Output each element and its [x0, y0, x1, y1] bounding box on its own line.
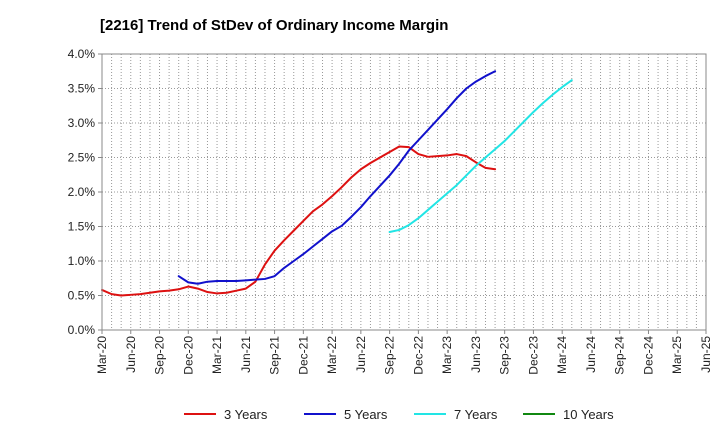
grid: [102, 54, 706, 330]
x-tick-label: Sep-22: [383, 336, 397, 375]
series-line-3-years: [101, 145, 497, 297]
x-tick-label: Dec-24: [641, 336, 655, 375]
x-tick-label: Mar-22: [325, 336, 339, 374]
x-tick-label: Jun-25: [699, 336, 713, 373]
x-tick-label: Sep-20: [153, 336, 167, 375]
y-tick-label: 2.0%: [68, 185, 96, 199]
y-tick-label: 0.0%: [68, 323, 96, 337]
plot-frame: [101, 53, 707, 331]
series-lines: [101, 70, 573, 297]
y-tick-label: 4.0%: [68, 47, 96, 61]
series-line-5-years: [177, 70, 497, 285]
y-tick-label: 0.5%: [68, 289, 96, 303]
y-tick-label: 3.5%: [68, 82, 96, 96]
x-tick-label: Sep-21: [268, 336, 282, 375]
x-tick-label: Jun-21: [239, 336, 253, 373]
y-axis: 0.0% 0.5% 1.0% 1.5% 2.0% 2.5% 3.0% 3.5% 4.0%: [68, 47, 102, 337]
legend-label: 3 Years: [224, 407, 268, 422]
x-tick-label: Mar-21: [210, 336, 224, 374]
x-tick-label: Dec-20: [181, 336, 195, 375]
y-tick-label: 1.0%: [68, 254, 96, 268]
chart-title: [2216] Trend of StDev of Ordinary Income…: [100, 17, 448, 34]
x-tick-label: Dec-21: [296, 336, 310, 375]
x-tick-label: Mar-25: [670, 336, 684, 374]
y-tick-label: 2.5%: [68, 151, 96, 165]
legend: 3 Years 5 Years 7 Years 10 Years: [184, 407, 614, 422]
x-tick-label: Mar-23: [440, 336, 454, 374]
x-tick-label: Sep-23: [498, 336, 512, 375]
x-tick-label: Jun-23: [469, 336, 483, 373]
x-tick-label: Jun-20: [124, 336, 138, 373]
legend-label: 7 Years: [454, 407, 498, 422]
x-tick-label: Mar-24: [555, 336, 569, 374]
legend-label: 10 Years: [563, 407, 614, 422]
x-axis: Mar-20 Jun-20 Sep-20 Dec-20 Mar-21 Jun-21 Sep-…: [95, 330, 713, 375]
x-tick-label: Jun-24: [584, 336, 598, 373]
x-tick-label: Dec-23: [526, 336, 540, 375]
x-tick-label: Dec-22: [411, 336, 425, 375]
series-line-7-years: [388, 79, 573, 234]
x-tick-label: Sep-24: [613, 336, 627, 375]
x-tick-label: Mar-20: [95, 336, 109, 374]
y-tick-label: 3.0%: [68, 116, 96, 130]
x-tick-label: Jun-22: [354, 336, 368, 373]
legend-label: 5 Years: [344, 407, 388, 422]
y-tick-label: 1.5%: [68, 220, 96, 234]
